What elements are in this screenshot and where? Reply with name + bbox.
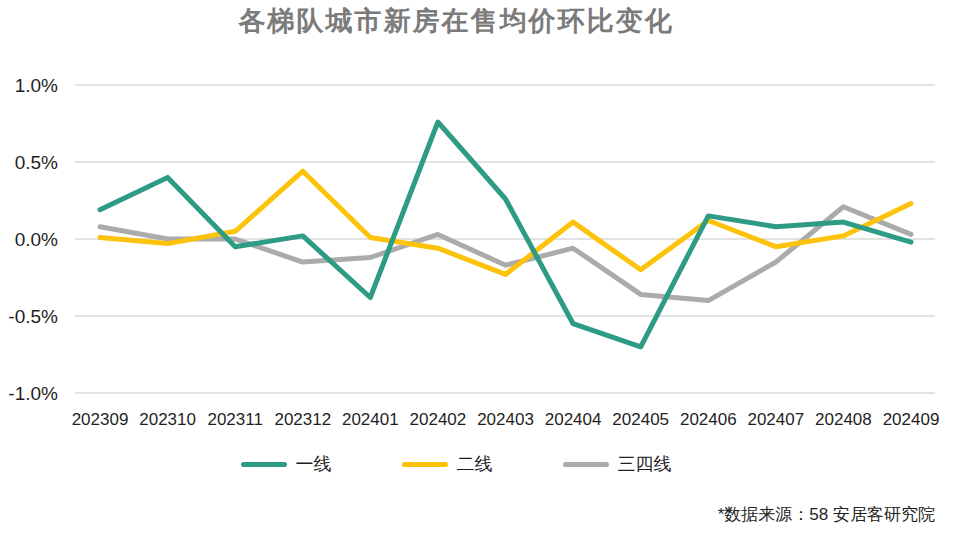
legend-label-tier-2: 二线 — [457, 455, 493, 473]
legend-item-tier-1: 一线 — [241, 455, 332, 473]
chart-legend: 一线 二线 三四线 — [0, 455, 912, 473]
legend-swatch-tier-1-icon — [241, 462, 287, 467]
legend-item-tier-2: 二线 — [402, 455, 493, 473]
x-axis-tick-label: 202311 — [207, 410, 262, 429]
y-axis-tick-label: -0.5% — [8, 306, 58, 327]
y-axis-tick-label: 0.0% — [15, 229, 58, 250]
x-axis-tick-label: 202408 — [815, 410, 872, 429]
series-line-tier-1 — [100, 122, 911, 347]
data-source-note: *数据来源：58 安居客研究院 — [718, 503, 935, 526]
x-axis-tick-label: 202403 — [477, 410, 534, 429]
chart-page: 各梯队城市新房在售均价环比变化 1.0%0.5%0.0%-0.5%-1.0%20… — [0, 0, 960, 538]
x-axis-tick-label: 202409 — [883, 410, 940, 429]
x-axis-tick-label: 202402 — [410, 410, 467, 429]
legend-item-tier-3-4: 三四线 — [563, 455, 672, 473]
series-line-tier-3-4 — [100, 207, 911, 301]
x-axis-tick-label: 202407 — [747, 410, 804, 429]
legend-swatch-tier-2-icon — [402, 462, 448, 467]
x-axis-tick-label: 202309 — [72, 410, 129, 429]
legend-swatch-tier-3-4-icon — [563, 462, 609, 467]
series-line-tier-2 — [100, 171, 911, 274]
y-axis-tick-label: 1.0% — [15, 75, 58, 96]
x-axis-tick-label: 202404 — [545, 410, 602, 429]
x-axis-tick-label: 202312 — [274, 410, 331, 429]
x-axis-tick-label: 202401 — [342, 410, 399, 429]
legend-label-tier-1: 一线 — [296, 455, 332, 473]
x-axis-tick-label: 202310 — [139, 410, 196, 429]
x-axis-tick-label: 202405 — [612, 410, 669, 429]
legend-label-tier-3-4: 三四线 — [618, 455, 672, 473]
y-axis-tick-label: -1.0% — [8, 383, 58, 404]
x-axis-tick-label: 202406 — [680, 410, 737, 429]
y-axis-tick-label: 0.5% — [15, 152, 58, 173]
